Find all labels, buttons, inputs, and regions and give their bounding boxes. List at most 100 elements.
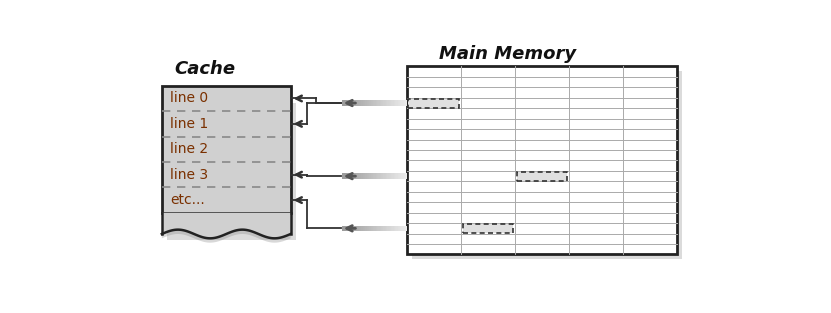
Bar <box>346 226 347 231</box>
Bar <box>391 100 392 106</box>
Bar <box>385 226 386 231</box>
Bar <box>355 226 356 231</box>
Bar <box>404 226 406 231</box>
Bar <box>389 100 390 106</box>
Bar <box>397 100 399 106</box>
Bar <box>382 173 383 179</box>
Bar <box>380 100 381 106</box>
Bar <box>364 100 366 106</box>
Bar <box>342 100 343 106</box>
Bar <box>368 100 369 106</box>
Bar <box>369 173 371 179</box>
Text: Main Memory: Main Memory <box>439 45 576 64</box>
Bar <box>356 100 357 106</box>
Bar <box>389 173 390 179</box>
Bar <box>377 226 378 231</box>
Bar <box>364 173 366 179</box>
Bar <box>345 226 346 231</box>
Bar <box>352 226 354 231</box>
Bar <box>404 173 406 179</box>
Bar <box>346 100 347 106</box>
Bar <box>361 100 363 106</box>
Bar <box>404 100 406 106</box>
Bar <box>357 226 359 231</box>
Bar <box>387 173 389 179</box>
Bar <box>366 173 368 179</box>
Bar <box>403 226 404 231</box>
Bar <box>368 226 369 231</box>
Text: line 1: line 1 <box>170 117 209 131</box>
Bar <box>366 100 368 106</box>
Bar <box>369 226 371 231</box>
FancyBboxPatch shape <box>167 103 296 239</box>
FancyBboxPatch shape <box>409 99 459 108</box>
Bar <box>403 173 404 179</box>
Bar <box>385 173 386 179</box>
Bar <box>391 226 392 231</box>
Bar <box>401 226 403 231</box>
Bar <box>350 173 352 179</box>
Bar <box>394 173 395 179</box>
Bar <box>371 226 373 231</box>
Bar <box>356 226 357 231</box>
Bar <box>392 226 394 231</box>
Bar <box>378 100 380 106</box>
Bar <box>383 226 385 231</box>
Bar <box>354 100 355 106</box>
Bar <box>361 226 363 231</box>
Bar <box>347 173 349 179</box>
Bar <box>392 173 394 179</box>
Bar <box>374 100 376 106</box>
Bar <box>377 173 378 179</box>
Bar <box>357 173 359 179</box>
Bar <box>355 100 356 106</box>
FancyBboxPatch shape <box>463 224 513 233</box>
Bar <box>397 226 399 231</box>
Bar <box>361 173 363 179</box>
Bar <box>396 100 397 106</box>
Bar <box>373 100 374 106</box>
Bar <box>355 173 356 179</box>
Text: line 0: line 0 <box>170 91 209 105</box>
Bar <box>363 100 364 106</box>
Bar <box>359 226 360 231</box>
Bar <box>373 173 374 179</box>
Bar <box>359 100 360 106</box>
Bar <box>368 173 369 179</box>
Bar <box>380 226 381 231</box>
Bar <box>376 226 377 231</box>
Bar <box>345 173 346 179</box>
Bar <box>390 226 391 231</box>
Bar <box>343 100 345 106</box>
Bar <box>386 100 387 106</box>
Text: line 2: line 2 <box>170 142 209 156</box>
Bar <box>343 226 345 231</box>
Bar <box>378 173 380 179</box>
Bar <box>403 100 404 106</box>
Bar <box>396 226 397 231</box>
Bar <box>381 173 382 179</box>
Bar <box>396 173 397 179</box>
Bar <box>395 226 396 231</box>
FancyBboxPatch shape <box>162 86 291 213</box>
Bar <box>374 226 376 231</box>
Bar <box>350 226 352 231</box>
FancyBboxPatch shape <box>406 66 677 254</box>
Bar <box>381 100 382 106</box>
Bar <box>399 226 401 231</box>
Bar <box>399 173 401 179</box>
Bar <box>386 173 387 179</box>
Bar <box>392 100 394 106</box>
Bar <box>387 226 389 231</box>
Bar <box>376 100 377 106</box>
Bar <box>390 173 391 179</box>
Bar <box>373 226 374 231</box>
FancyBboxPatch shape <box>411 71 682 259</box>
Polygon shape <box>162 230 291 243</box>
Bar <box>389 226 390 231</box>
Bar <box>360 226 361 231</box>
Bar <box>387 100 389 106</box>
Bar <box>354 226 355 231</box>
Bar <box>359 173 360 179</box>
Bar <box>347 226 349 231</box>
